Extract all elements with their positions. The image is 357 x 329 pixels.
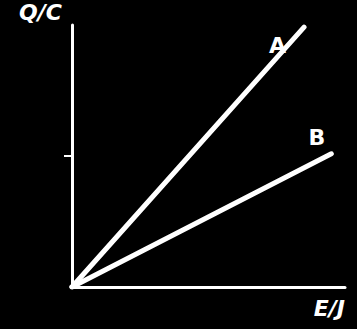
svg-text:Q/C: Q/C <box>19 0 62 25</box>
svg-text:A: A <box>269 33 286 58</box>
svg-text:E/J: E/J <box>314 296 345 321</box>
svg-text:B: B <box>309 125 326 150</box>
